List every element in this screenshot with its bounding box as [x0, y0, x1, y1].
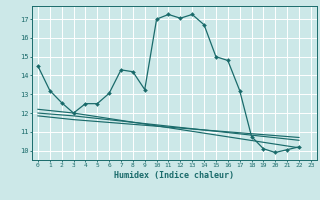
X-axis label: Humidex (Indice chaleur): Humidex (Indice chaleur) — [115, 171, 234, 180]
